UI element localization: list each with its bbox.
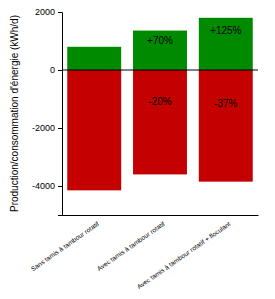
y-tick: -4000 [32,181,62,191]
x-axis-line [63,215,259,216]
y-tick-mark [58,128,62,129]
x-tick: Sans tamis à tambour rotatif [29,215,100,272]
bar [133,70,187,174]
y-tick-label: -4000 [32,181,55,191]
annotation: +125% [210,25,242,36]
annotation: +70% [147,35,173,46]
y-axis-title: Production/consommation d'énergie (kWh/d… [9,15,20,212]
y-axis-line [58,13,63,216]
annotation: -20% [148,96,171,107]
bar-series [67,18,252,70]
y-tick-label: 0 [50,65,55,75]
y-tick-mark [58,70,62,71]
annotations: +70% +125% -20% -37% [147,25,242,109]
x-axis: Sans tamis à tambour rotatifAvec tamis à… [29,215,258,290]
y-tick: 0 [50,65,62,75]
bar [199,70,253,182]
y-tick: -2000 [32,123,62,133]
bar [133,31,187,70]
chart: +70% +125% -20% -37% -4000 -2000 0 2000 Sans tam… [0,0,275,299]
x-tick-label: Avec tamis à tambour rotatif [96,220,166,272]
x-tick: Avec tamis à tambour rotatif + floculant [136,215,232,290]
plot-area [67,18,252,191]
bar [67,47,121,70]
bar [199,18,253,70]
x-tick-label: Avec tamis à tambour rotatif + floculant [136,220,232,290]
y-tick-mark [58,12,62,13]
x-tick: Avec tamis à tambour rotatif [96,215,166,272]
annotation: -37% [214,98,237,109]
y-tick-label: -2000 [32,123,55,133]
bar-series [67,70,252,190]
y-tick-mark [58,186,62,187]
y-axis: -4000 -2000 0 2000 [32,7,63,215]
x-tick-label: Sans tamis à tambour rotatif [29,220,100,272]
bar [67,70,121,190]
y-tick-label: 2000 [35,7,55,17]
y-tick: 2000 [35,7,62,17]
zero-line [62,70,258,71]
